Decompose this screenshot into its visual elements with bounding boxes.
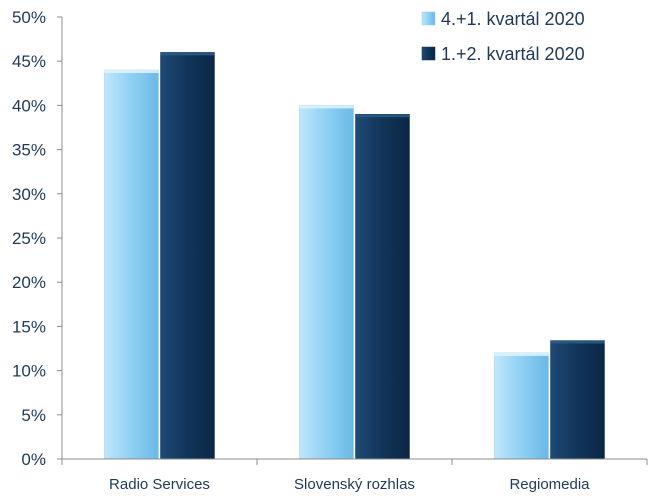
legend-swatch (421, 46, 436, 61)
x-axis-ticks: Radio Services Slovenský rozhlas Regiomedi… (109, 476, 590, 493)
y-tick-label: 10% (12, 362, 46, 381)
legend-label: 4.+1. kvartál 2020 (441, 9, 585, 29)
x-tick-label: Slovenský rozhlas (294, 476, 415, 493)
bar-2 (160, 52, 215, 460)
bar-2 (355, 113, 410, 460)
bar-top-highlight (494, 352, 549, 356)
y-tick-label: 0% (21, 450, 46, 469)
bar-1 (104, 69, 159, 460)
legend-label: 1.+2. kvartál 2020 (441, 44, 585, 64)
bar-top-highlight (550, 340, 605, 344)
bar-top-highlight (355, 114, 410, 118)
bar-top-highlight (299, 105, 354, 109)
bar-top-highlight (104, 70, 159, 74)
legend: 4.+1. kvartál 2020 1.+2. kvartál 2020 (421, 9, 585, 64)
y-tick-label: 20% (12, 273, 46, 292)
axes (61, 17, 648, 465)
bars (104, 52, 605, 460)
y-tick-label: 5% (21, 406, 46, 425)
bar-2 (550, 340, 605, 460)
y-tick-label: 40% (12, 96, 46, 115)
y-tick-label: 45% (12, 52, 46, 71)
legend-swatch (421, 11, 436, 26)
x-tick-label: Regiomedia (509, 476, 590, 493)
y-tick-label: 15% (12, 317, 46, 336)
y-tick-label: 30% (12, 185, 46, 204)
y-axis-ticks: 0% 5% 10% 15% 20% 25% 30% 35% 40% 45% 50% (12, 8, 62, 469)
y-tick-label: 35% (12, 141, 46, 160)
y-tick-label: 50% (12, 8, 46, 27)
y-tick-label: 25% (12, 229, 46, 248)
bar-1 (494, 352, 549, 460)
bar-top-highlight (160, 52, 215, 56)
x-tick-label: Radio Services (109, 476, 210, 493)
bar-1 (299, 105, 354, 460)
